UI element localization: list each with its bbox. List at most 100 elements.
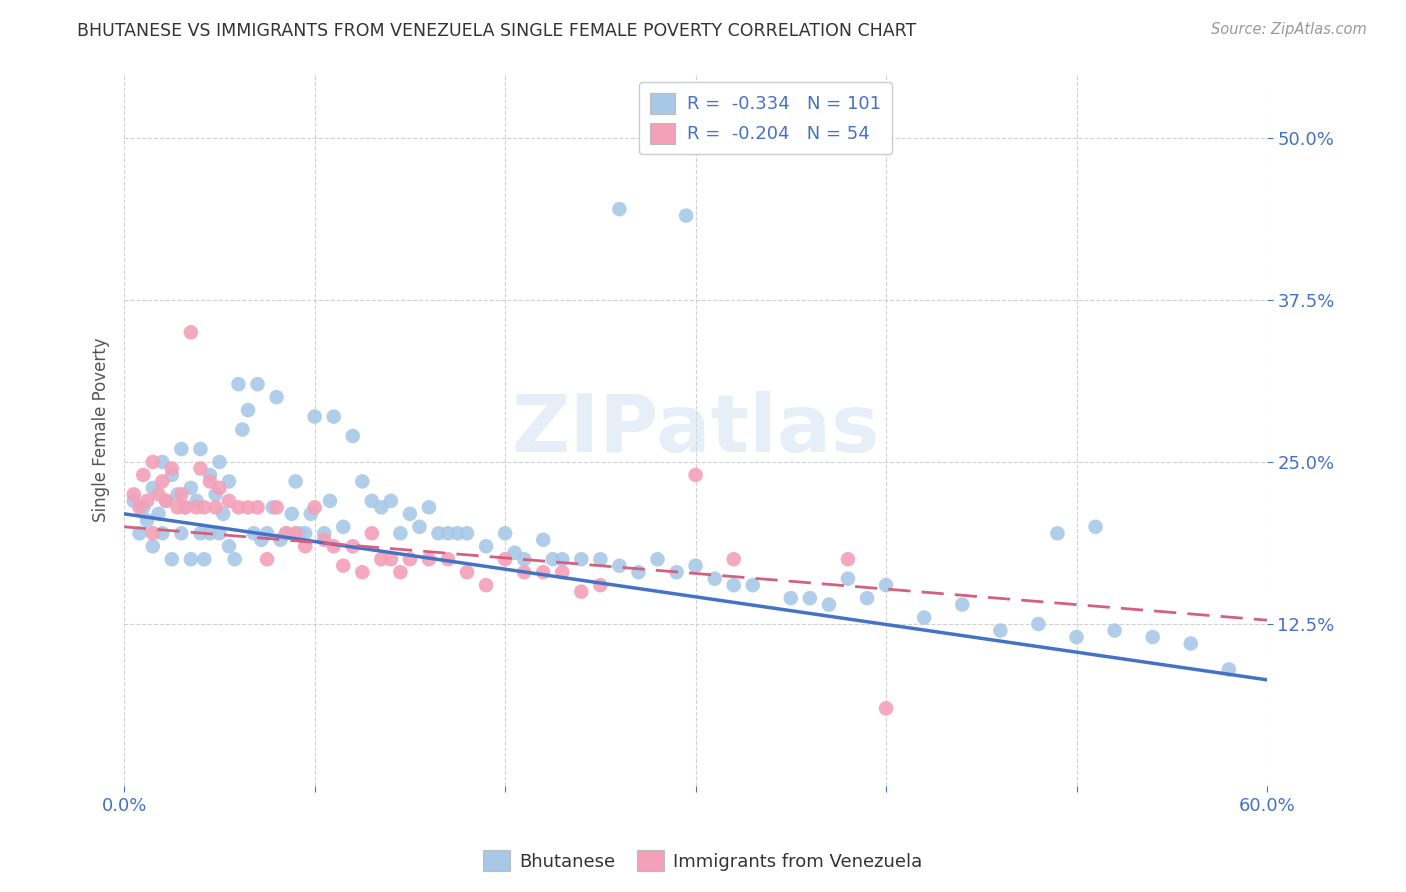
Point [446, 526, 468, 541]
Point [332, 558, 354, 573]
Point [142, 455, 165, 469]
Point [150, 475, 173, 489]
Point [456, 565, 478, 579]
Point [703, 572, 725, 586]
Point [322, 409, 344, 424]
Point [950, 598, 973, 612]
Point [274, 526, 297, 541]
Point [418, 500, 440, 515]
Point [208, 455, 231, 469]
Point [647, 552, 669, 566]
Point [193, 552, 215, 566]
Point [228, 377, 250, 392]
Legend: Bhutanese, Immigrants from Venezuela: Bhutanese, Immigrants from Venezuela [477, 843, 929, 879]
Point [319, 494, 342, 508]
Point [875, 701, 897, 715]
Point [155, 494, 177, 508]
Point [198, 475, 221, 489]
Point [494, 552, 516, 566]
Point [160, 552, 183, 566]
Point [281, 507, 304, 521]
Point [190, 526, 212, 541]
Point [370, 500, 392, 515]
Point [288, 526, 311, 541]
Point [389, 526, 412, 541]
Point [148, 487, 170, 501]
Point [166, 487, 188, 501]
Point [912, 610, 935, 624]
Point [269, 533, 291, 547]
Point [224, 552, 246, 566]
Point [609, 558, 631, 573]
Point [837, 572, 859, 586]
Point [685, 467, 707, 482]
Point [274, 526, 297, 541]
Point [314, 533, 336, 547]
Point [142, 539, 165, 553]
Point [799, 591, 821, 606]
Point [352, 475, 374, 489]
Point [389, 565, 412, 579]
Point [1046, 526, 1069, 541]
Point [779, 591, 801, 606]
Point [380, 494, 402, 508]
Point [569, 552, 592, 566]
Point [456, 526, 478, 541]
Y-axis label: Single Female Poverty: Single Female Poverty [93, 337, 110, 522]
Point [665, 565, 688, 579]
Point [380, 552, 402, 566]
Point [198, 526, 221, 541]
Point [122, 494, 145, 508]
Point [294, 539, 316, 553]
Point [218, 494, 240, 508]
Point [246, 500, 269, 515]
Point [1066, 630, 1088, 644]
Point [231, 423, 253, 437]
Point [609, 202, 631, 216]
Point [360, 494, 382, 508]
Point [513, 565, 536, 579]
Point [198, 467, 221, 482]
Point [1084, 520, 1107, 534]
Point [589, 552, 612, 566]
Point [204, 500, 226, 515]
Text: BHUTANESE VS IMMIGRANTS FROM VENEZUELA SINGLE FEMALE POVERTY CORRELATION CHART: BHUTANESE VS IMMIGRANTS FROM VENEZUELA S… [77, 22, 917, 40]
Point [856, 591, 879, 606]
Point [299, 507, 322, 521]
Point [437, 526, 460, 541]
Point [627, 565, 650, 579]
Point [723, 552, 745, 566]
Point [204, 487, 226, 501]
Point [208, 526, 231, 541]
Point [132, 467, 155, 482]
Point [589, 578, 612, 592]
Point [208, 481, 231, 495]
Point [266, 500, 288, 515]
Point [875, 578, 897, 592]
Point [427, 526, 450, 541]
Point [132, 500, 155, 515]
Point [1104, 624, 1126, 638]
Point [128, 526, 150, 541]
Point [136, 494, 159, 508]
Point [186, 494, 208, 508]
Point [399, 552, 422, 566]
Point [531, 533, 554, 547]
Point [250, 533, 273, 547]
Point [437, 552, 460, 566]
Point [236, 500, 259, 515]
Point [741, 578, 763, 592]
Text: Source: ZipAtlas.com: Source: ZipAtlas.com [1211, 22, 1367, 37]
Point [128, 500, 150, 515]
Point [170, 526, 193, 541]
Text: ZIPatlas: ZIPatlas [512, 391, 880, 468]
Point [284, 526, 307, 541]
Point [370, 552, 392, 566]
Point [246, 377, 269, 392]
Point [256, 526, 278, 541]
Point [142, 481, 165, 495]
Point [551, 552, 574, 566]
Point [160, 461, 183, 475]
Point [236, 403, 259, 417]
Point [541, 552, 564, 566]
